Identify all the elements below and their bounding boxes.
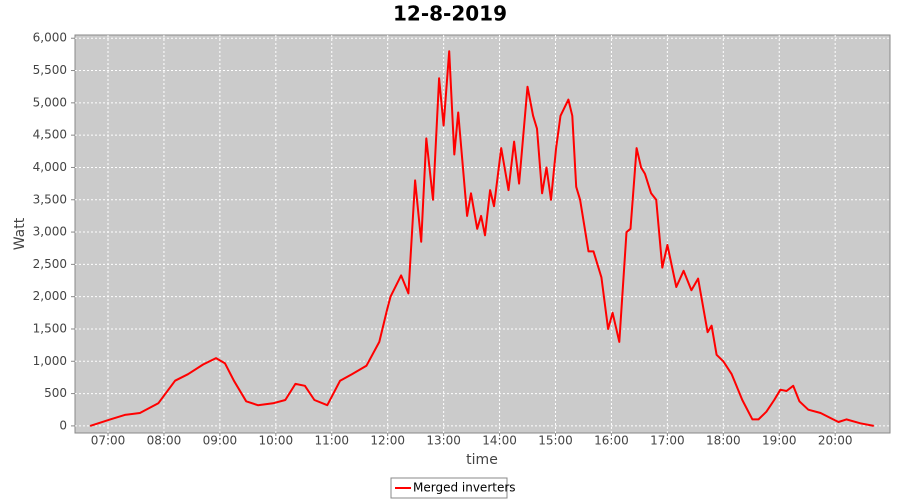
- x-tick-label: 15:00: [538, 434, 573, 448]
- chart-title: 12-8-2019: [393, 2, 507, 26]
- x-tick-label: 11:00: [314, 434, 349, 448]
- x-tick-label: 17:00: [650, 434, 685, 448]
- x-tick-label: 07:00: [91, 434, 126, 448]
- x-tick-label: 18:00: [706, 434, 741, 448]
- y-tick-label: 0: [59, 418, 67, 432]
- x-tick-label: 19:00: [762, 434, 797, 448]
- y-tick-label: 5,000: [33, 95, 67, 109]
- y-tick-label: 5,500: [33, 63, 67, 77]
- y-tick-label: 500: [44, 386, 67, 400]
- x-tick-label: 08:00: [147, 434, 182, 448]
- y-tick-label: 6,000: [33, 31, 67, 45]
- y-tick-label: 1,500: [33, 321, 67, 335]
- x-tick-label: 14:00: [482, 434, 517, 448]
- y-tick-label: 4,500: [33, 128, 67, 142]
- x-tick-label: 12:00: [370, 434, 405, 448]
- x-tick-label: 16:00: [594, 434, 629, 448]
- y-tick-label: 2,000: [33, 289, 67, 303]
- x-tick-label: 10:00: [259, 434, 294, 448]
- y-tick-label: 3,500: [33, 192, 67, 206]
- y-tick-label: 1,000: [33, 354, 67, 368]
- y-tick-label: 3,000: [33, 225, 67, 239]
- x-tick-label: 09:00: [203, 434, 238, 448]
- y-tick-label: 2,500: [33, 257, 67, 271]
- plot-area: [74, 34, 891, 434]
- x-axis-label: time: [466, 452, 498, 468]
- y-tick-label: 4,000: [33, 160, 67, 174]
- x-tick-label: 13:00: [426, 434, 461, 448]
- x-tick-label: 20:00: [818, 434, 853, 448]
- y-axis-label: Watt: [12, 217, 28, 250]
- legend-box: [390, 477, 508, 499]
- legend-label: Merged inverters: [413, 481, 516, 495]
- data-line: [89, 50, 874, 427]
